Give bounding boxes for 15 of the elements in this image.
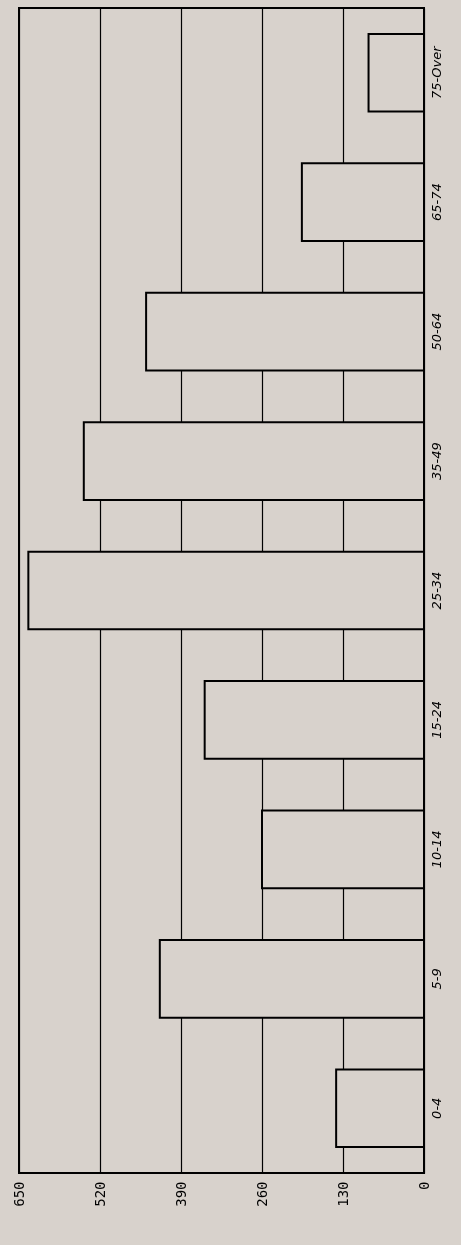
- y-tick-label: 5-9: [428, 968, 444, 990]
- y-tick-label: 75-Over: [428, 44, 444, 99]
- x-tick-label: 520: [91, 1181, 108, 1207]
- y-tick-label: 0-4: [428, 1097, 444, 1119]
- y-tick-label: 65-74: [428, 183, 444, 222]
- y-tick-label: 35-49: [428, 442, 444, 480]
- x-tick-label: 390: [172, 1181, 189, 1207]
- y-tick-label: 25-34: [428, 571, 444, 610]
- y-tick-label: 15-24: [428, 701, 444, 739]
- y-tick-label: 10-14: [428, 830, 444, 869]
- y-tick-label: 50-64: [428, 312, 444, 351]
- x-tick-label: 0: [415, 1181, 432, 1190]
- x-tick-label: 130: [334, 1181, 351, 1207]
- x-tick-label: 650: [10, 1181, 27, 1207]
- x-tick-label: 260: [253, 1181, 270, 1207]
